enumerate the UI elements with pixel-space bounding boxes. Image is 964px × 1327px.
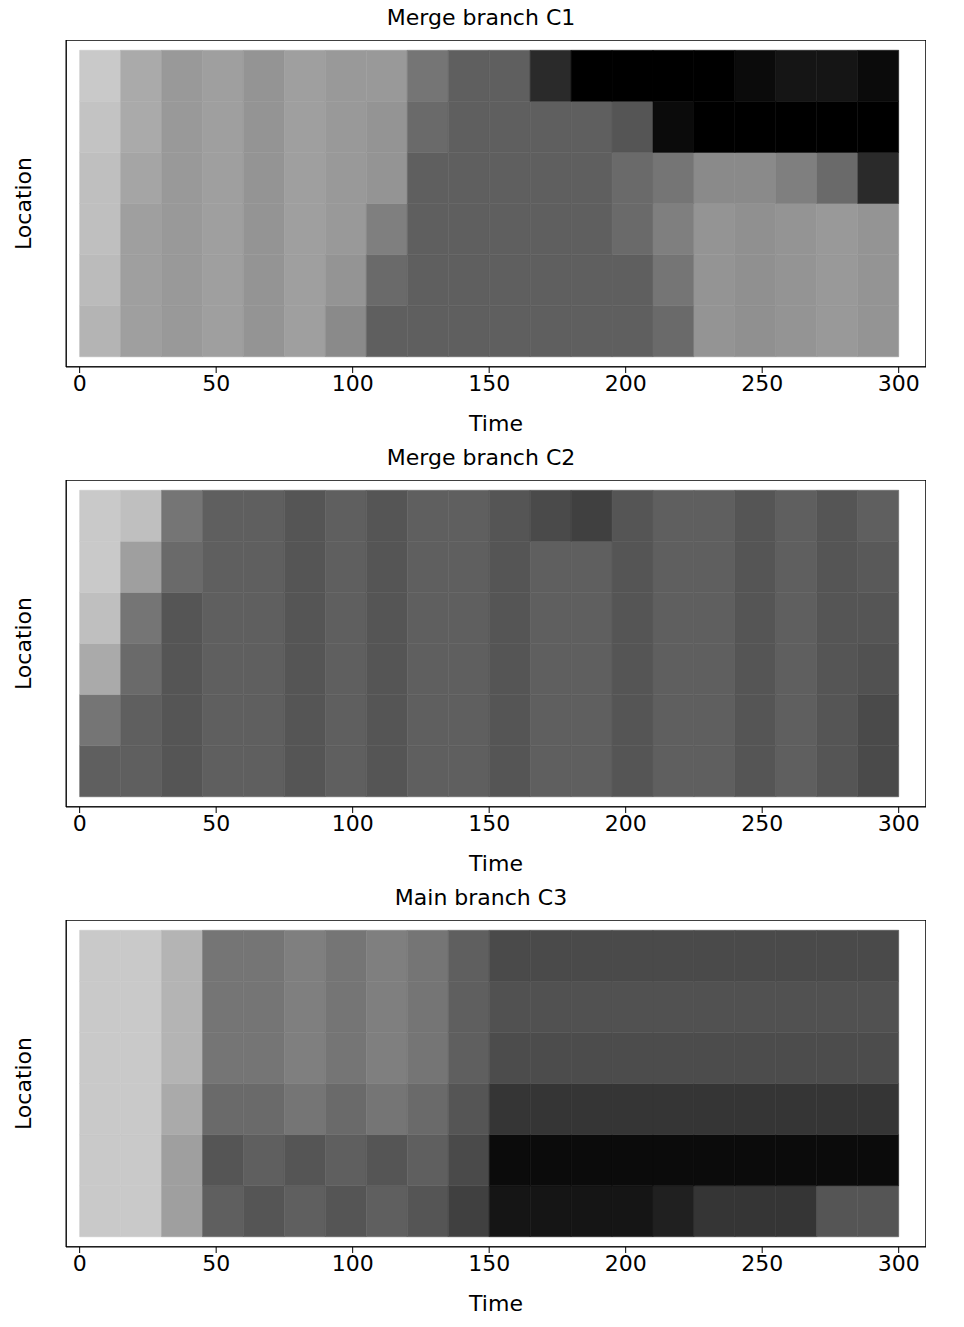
svg-text:50: 50 xyxy=(202,371,230,396)
svg-text:50: 50 xyxy=(202,1251,230,1276)
svg-text:Time: Time xyxy=(468,411,523,436)
svg-text:Location: Location xyxy=(11,1037,36,1130)
svg-text:250: 250 xyxy=(741,1251,783,1276)
svg-text:250: 250 xyxy=(741,811,783,836)
svg-text:250: 250 xyxy=(741,371,783,396)
svg-text:150: 150 xyxy=(468,371,510,396)
html-text:Merge branch C1: Merge branch C1 xyxy=(386,5,576,30)
svg-text:300: 300 xyxy=(878,371,920,396)
svg-text:200: 200 xyxy=(605,1251,647,1276)
svg-text:Time: Time xyxy=(468,851,523,876)
svg-text:200: 200 xyxy=(605,811,647,836)
svg-text:200: 200 xyxy=(605,371,647,396)
html-text:Merge branch C2: Merge branch C2 xyxy=(386,445,576,470)
svg-text:0: 0 xyxy=(73,1251,87,1276)
svg-text:Location: Location xyxy=(11,597,36,690)
svg-text:0: 0 xyxy=(73,371,87,396)
svg-text:100: 100 xyxy=(332,371,374,396)
svg-text:100: 100 xyxy=(332,1251,374,1276)
svg-text:Time: Time xyxy=(468,1291,523,1316)
svg-text:300: 300 xyxy=(878,811,920,836)
svg-text:Location: Location xyxy=(11,157,36,250)
html-text:Main branch C3: Main branch C3 xyxy=(394,885,568,910)
svg-text:50: 50 xyxy=(202,811,230,836)
svg-text:100: 100 xyxy=(332,811,374,836)
svg-text:150: 150 xyxy=(468,1251,510,1276)
svg-text:150: 150 xyxy=(468,811,510,836)
svg-text:0: 0 xyxy=(73,811,87,836)
svg-text:300: 300 xyxy=(878,1251,920,1276)
